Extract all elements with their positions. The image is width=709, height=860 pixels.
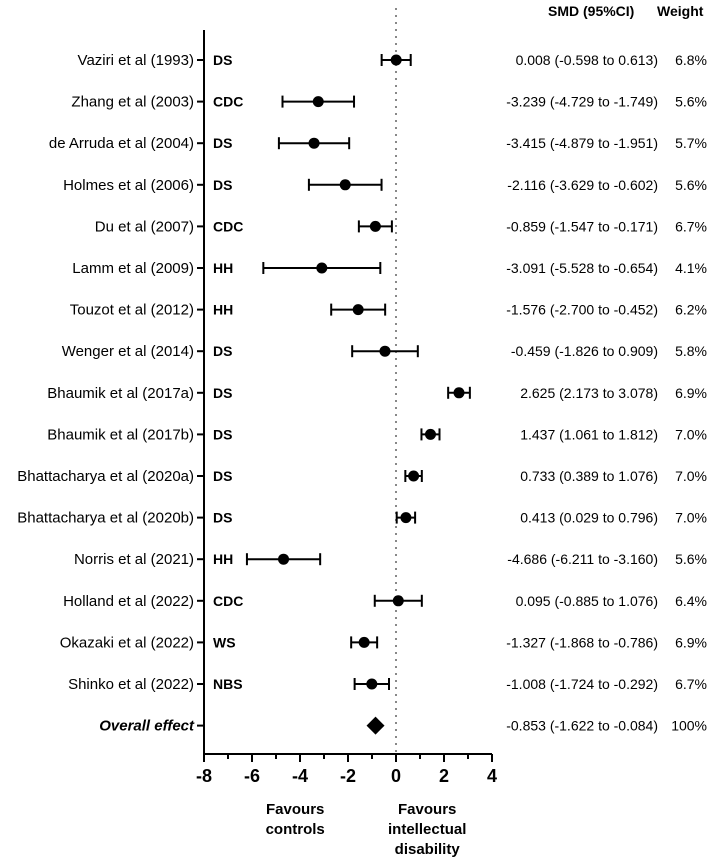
study-name: Touzot et al (2012) (70, 302, 194, 319)
smd-ci-value: -3.091 (-5.528 to -0.654) (506, 260, 658, 276)
smd-ci-value: 1.437 (1.061 to 1.812) (520, 426, 658, 442)
study-name: Zhang et al (2003) (71, 94, 194, 111)
smd-ci-value: -0.853 (-1.622 to -0.084) (506, 718, 658, 734)
x-tick-label: 0 (391, 766, 401, 786)
group-label: CDC (213, 218, 243, 234)
study-name: Shinko et al (2022) (68, 676, 194, 693)
weight-value: 6.4% (675, 593, 707, 609)
weight-value: 7.0% (675, 426, 707, 442)
favours-intellectual-disability-label: Favours (398, 801, 456, 818)
overall-label: Overall effect (99, 718, 195, 735)
study-name: Wenger et al (2014) (62, 343, 194, 360)
weight-value: 6.2% (675, 302, 707, 318)
header-smd: SMD (95%CI) (548, 3, 634, 19)
weight-value: 4.1% (675, 260, 707, 276)
weight-value: 5.7% (675, 135, 707, 151)
favours-intellectual-disability-label: disability (395, 841, 461, 858)
point-estimate (352, 304, 364, 316)
weight-value: 7.0% (675, 468, 707, 484)
point-estimate (312, 96, 324, 108)
group-label: HH (213, 551, 233, 567)
point-estimate (453, 387, 465, 399)
point-estimate (366, 678, 378, 690)
study-name: Bhaumik et al (2017b) (47, 426, 194, 443)
weight-value: 100% (671, 718, 707, 734)
smd-ci-value: -3.239 (-4.729 to -1.749) (506, 94, 658, 110)
header-weight: Weight (657, 3, 704, 19)
group-label: DS (213, 343, 232, 359)
group-label: HH (213, 302, 233, 318)
weight-value: 5.6% (675, 94, 707, 110)
weight-value: 6.8% (675, 52, 707, 68)
smd-ci-value: -0.859 (-1.547 to -0.171) (506, 218, 658, 234)
study-name: Holland et al (2022) (63, 593, 194, 610)
overall-effect-diamond (366, 716, 385, 735)
point-estimate (308, 137, 320, 149)
group-label: DS (213, 177, 232, 193)
point-estimate (339, 179, 351, 191)
smd-ci-value: -3.415 (-4.879 to -1.951) (506, 135, 658, 151)
point-estimate (358, 636, 370, 648)
point-estimate (400, 512, 412, 524)
group-label: DS (213, 52, 232, 68)
favours-intellectual-disability-label: intellectual (388, 821, 466, 838)
point-estimate (424, 428, 436, 440)
study-name: Bhattacharya et al (2020b) (17, 510, 194, 527)
smd-ci-value: -1.008 (-1.724 to -0.292) (506, 676, 658, 692)
weight-value: 6.9% (675, 634, 707, 650)
study-name: de Arruda et al (2004) (49, 135, 194, 152)
point-estimate (392, 595, 404, 607)
weight-value: 6.9% (675, 385, 707, 401)
x-tick-label: -2 (340, 766, 356, 786)
point-estimate (278, 553, 290, 565)
smd-ci-value: 0.008 (-0.598 to 0.613) (516, 52, 658, 68)
group-label: DS (213, 135, 232, 151)
study-name: Holmes et al (2006) (63, 177, 194, 194)
study-name: Lamm et al (2009) (72, 260, 194, 277)
smd-ci-value: 0.733 (0.389 to 1.076) (520, 468, 658, 484)
smd-ci-value: -4.686 (-6.211 to -3.160) (507, 551, 658, 567)
study-name: Bhattacharya et al (2020a) (17, 468, 194, 485)
group-label: NBS (213, 676, 243, 692)
group-label: DS (213, 510, 232, 526)
smd-ci-value: -1.576 (-2.700 to -0.452) (506, 302, 658, 318)
point-estimate (390, 54, 402, 66)
x-tick-label: 4 (487, 766, 497, 786)
weight-value: 6.7% (675, 218, 707, 234)
x-tick-label: -6 (244, 766, 260, 786)
study-name: Norris et al (2021) (74, 551, 194, 568)
x-tick-label: -8 (196, 766, 212, 786)
study-name: Bhaumik et al (2017a) (47, 385, 194, 402)
point-estimate (379, 345, 391, 357)
point-estimate (369, 220, 381, 232)
group-label: WS (213, 634, 236, 650)
group-label: DS (213, 426, 232, 442)
study-name: Okazaki et al (2022) (60, 634, 194, 651)
smd-ci-value: 0.095 (-0.885 to 1.076) (516, 593, 658, 609)
x-tick-label: -4 (292, 766, 308, 786)
weight-value: 5.6% (675, 177, 707, 193)
point-estimate (316, 262, 328, 274)
weight-value: 7.0% (675, 510, 707, 526)
smd-ci-value: -0.459 (-1.826 to 0.909) (511, 343, 658, 359)
group-label: DS (213, 385, 232, 401)
group-label: CDC (213, 94, 243, 110)
smd-ci-value: -1.327 (-1.868 to -0.786) (506, 634, 658, 650)
study-name: Vaziri et al (1993) (78, 52, 194, 69)
weight-value: 5.6% (675, 551, 707, 567)
weight-value: 5.8% (675, 343, 707, 359)
weight-value: 6.7% (675, 676, 707, 692)
group-label: HH (213, 260, 233, 276)
x-tick-label: 2 (439, 766, 449, 786)
smd-ci-value: 2.625 (2.173 to 3.078) (520, 385, 658, 401)
group-label: DS (213, 468, 232, 484)
group-label: CDC (213, 593, 243, 609)
smd-ci-value: -2.116 (-3.629 to -0.602) (507, 177, 658, 193)
smd-ci-value: 0.413 (0.029 to 0.796) (520, 510, 658, 526)
favours-controls-label: controls (266, 821, 325, 838)
study-name: Du et al (2007) (95, 218, 194, 235)
point-estimate (408, 470, 420, 482)
favours-controls-label: Favours (266, 801, 324, 818)
